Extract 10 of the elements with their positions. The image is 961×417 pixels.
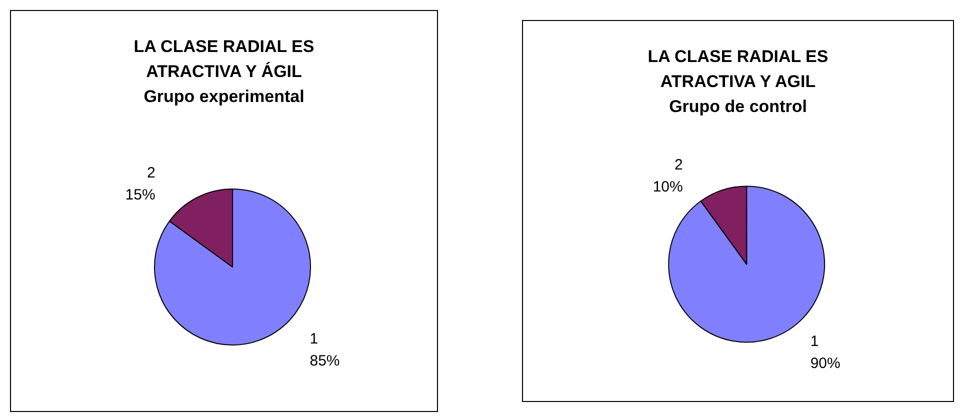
slice-label: 1 — [310, 330, 318, 348]
data-label: 15% — [125, 186, 156, 204]
data-label: 10% — [652, 178, 683, 196]
data-label: 90% — [810, 355, 840, 372]
slice-label: 2 — [674, 156, 683, 174]
data-label: 85% — [310, 352, 340, 370]
slice-label: 1 — [810, 333, 819, 350]
chart-title: LA CLASE RADIAL ES ATRACTIVA Y AGIL Grupo de control — [648, 47, 828, 116]
chart-title: LA CLASE RADIAL ES ATRACTIVA Y ÁGIL Grupo experimental — [134, 37, 314, 106]
slice-label: 2 — [146, 164, 156, 182]
